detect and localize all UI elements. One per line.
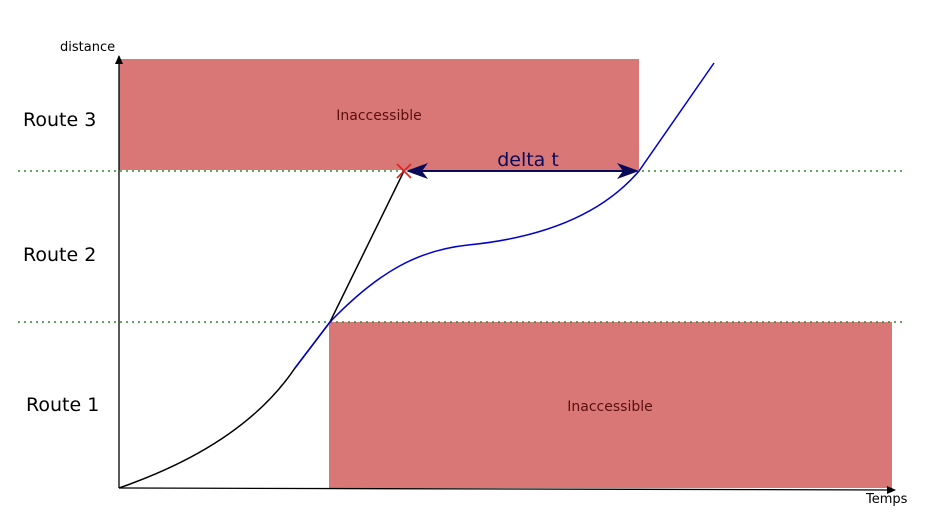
inaccessible-zone-bottom — [329, 322, 892, 488]
black-trajectory — [118, 170, 405, 489]
inaccessible-zone-top — [119, 59, 639, 170]
delta-t-label: delta t — [497, 149, 559, 171]
blocked-point-cross-icon — [396, 163, 412, 179]
route-1-label: Route 1 — [26, 394, 99, 416]
delta-t-arrowhead-right — [617, 163, 639, 179]
x-axis — [118, 485, 896, 494]
delta-t-arrowhead-left — [406, 163, 428, 179]
route-2-label: Route 2 — [23, 244, 96, 266]
route-3-label: Route 3 — [23, 109, 96, 131]
blue-trajectory — [294, 62, 715, 369]
inaccessible-zone-top-label: Inaccessible — [336, 108, 421, 124]
inaccessible-zone-bottom-label: Inaccessible — [567, 399, 652, 415]
y-axis-label: distance — [60, 40, 115, 55]
x-axis-label: Temps — [865, 492, 908, 507]
